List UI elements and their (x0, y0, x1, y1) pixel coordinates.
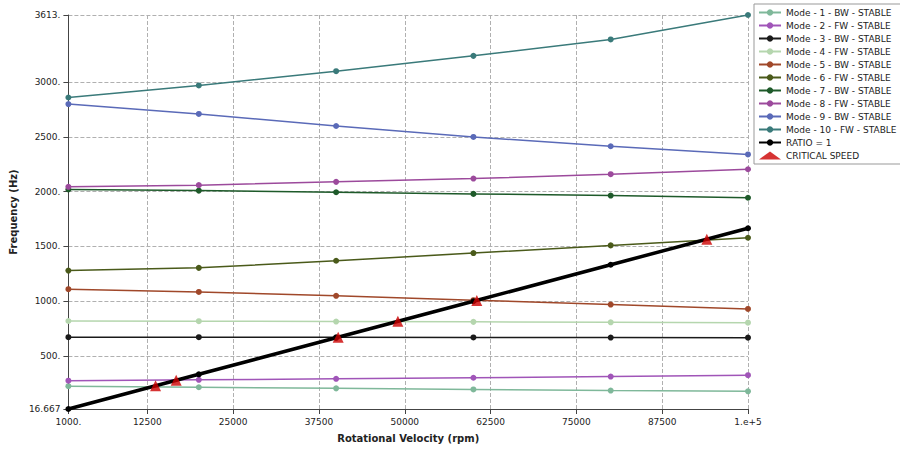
svg-text:Mode - 8 - FW - STABLE: Mode - 8 - FW - STABLE (786, 99, 891, 109)
svg-text:25000: 25000 (219, 417, 248, 427)
svg-text:CRITICAL SPEED: CRITICAL SPEED (786, 151, 859, 161)
svg-text:2500.: 2500. (35, 132, 61, 142)
svg-text:3613.: 3613. (35, 10, 61, 20)
svg-text:Mode - 10 - FW - STABLE: Mode - 10 - FW - STABLE (786, 125, 897, 135)
svg-text:Mode - 7 - BW - STABLE: Mode - 7 - BW - STABLE (786, 86, 892, 96)
svg-text:Mode - 9 - BW - STABLE: Mode - 9 - BW - STABLE (786, 112, 892, 122)
svg-text:Mode - 3 - BW - STABLE: Mode - 3 - BW - STABLE (786, 34, 892, 44)
svg-text:87500: 87500 (648, 417, 677, 427)
svg-text:1000.: 1000. (35, 296, 61, 306)
svg-text:Mode - 1 - BW - STABLE: Mode - 1 - BW - STABLE (786, 8, 892, 18)
svg-text:Mode - 2 - FW - STABLE: Mode - 2 - FW - STABLE (786, 21, 891, 31)
svg-text:12500: 12500 (133, 417, 162, 427)
svg-text:37500: 37500 (305, 417, 334, 427)
svg-text:Rotational Velocity (rpm): Rotational Velocity (rpm) (337, 433, 479, 444)
svg-text:50000: 50000 (390, 417, 419, 427)
svg-text:500.: 500. (40, 351, 60, 361)
svg-text:Mode - 5 - BW - STABLE: Mode - 5 - BW - STABLE (786, 60, 892, 70)
svg-text:16.667: 16.667 (29, 404, 61, 414)
svg-text:3000.: 3000. (35, 77, 61, 87)
svg-text:1500.: 1500. (35, 241, 61, 251)
svg-text:1000.: 1000. (56, 417, 82, 427)
svg-text:2000.: 2000. (35, 187, 61, 197)
svg-text:1.e+5: 1.e+5 (734, 417, 761, 427)
svg-text:RATIO = 1: RATIO = 1 (786, 138, 832, 148)
svg-text:75000: 75000 (562, 417, 591, 427)
svg-text:Mode - 6 - FW - STABLE: Mode - 6 - FW - STABLE (786, 73, 891, 83)
svg-text:62500: 62500 (476, 417, 505, 427)
svg-text:Frequency (Hz): Frequency (Hz) (8, 169, 19, 254)
svg-text:Mode - 4 - FW - STABLE: Mode - 4 - FW - STABLE (786, 47, 891, 57)
